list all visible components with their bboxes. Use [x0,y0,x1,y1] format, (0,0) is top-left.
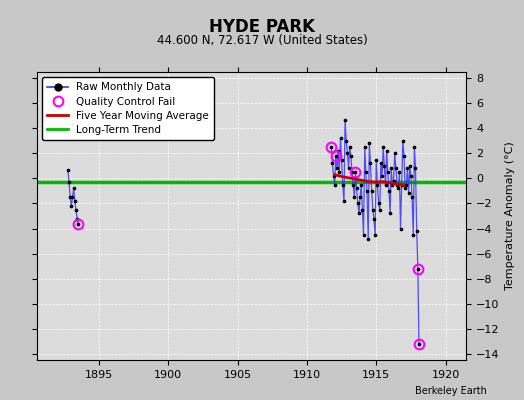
Point [349,182,357,188]
Point [384,169,392,175]
Text: Berkeley Earth: Berkeley Earth [416,386,487,396]
Point [345,144,354,150]
Point [354,200,362,207]
Point [413,265,422,272]
Point [380,163,388,169]
Point [390,150,399,156]
Point [388,182,397,188]
Point [377,160,385,167]
Point [357,182,365,188]
Point [371,232,379,238]
Point [407,173,415,179]
Point [385,188,393,194]
Point [383,148,391,154]
Point [410,144,419,150]
Point [412,228,421,234]
Point [359,232,368,238]
Point [356,194,364,200]
Point [402,182,410,188]
Point [408,194,416,200]
Point [401,185,409,192]
Point [399,138,407,144]
Point [72,206,80,213]
Point [415,340,423,347]
Point [373,182,381,188]
Point [409,232,418,238]
Point [393,182,401,188]
Point [364,235,373,242]
Point [367,188,376,194]
Point [328,160,336,167]
Point [386,210,395,217]
Point [350,194,358,200]
Point [375,200,383,207]
Text: 44.600 N, 72.617 W (United States): 44.600 N, 72.617 W (United States) [157,34,367,47]
Point [333,165,341,172]
Legend: Raw Monthly Data, Quality Control Fail, Five Year Moving Average, Long-Term Tren: Raw Monthly Data, Quality Control Fail, … [42,77,214,140]
Point [370,215,378,222]
Point [73,215,81,222]
Point [67,203,75,209]
Point [353,185,361,192]
Point [330,173,338,179]
Point [327,144,335,150]
Point [365,140,374,146]
Point [335,169,343,175]
Point [332,153,340,159]
Point [74,220,82,227]
Point [363,188,371,194]
Point [389,178,398,184]
Point [397,182,406,188]
Point [343,150,352,156]
Point [403,165,412,172]
Point [348,169,356,175]
Point [336,135,345,142]
Point [387,165,396,172]
Point [411,165,420,172]
Point [341,116,350,123]
Point [396,225,405,232]
Point [405,190,413,197]
Point [347,153,355,159]
Point [68,194,77,200]
Point [362,169,370,175]
Point [378,173,386,179]
Point [372,156,380,163]
Point [355,210,363,217]
Point [340,198,348,204]
Point [339,182,347,188]
Point [366,160,375,167]
Point [394,185,402,192]
Point [351,169,359,175]
Point [368,206,377,213]
Point [71,198,79,204]
Point [342,138,351,144]
Text: HYDE PARK: HYDE PARK [209,18,315,36]
Point [400,153,408,159]
Point [358,206,367,213]
Point [361,144,369,150]
Point [395,169,403,175]
Y-axis label: Temperature Anomaly (°C): Temperature Anomaly (°C) [505,142,515,290]
Point [379,144,387,150]
Point [64,166,72,173]
Point [334,148,342,154]
Point [337,156,346,163]
Point [392,165,400,172]
Point [70,185,78,192]
Point [406,163,414,169]
Point [331,182,339,188]
Point [65,179,73,185]
Point [344,165,353,172]
Point [381,182,390,188]
Point [66,194,74,200]
Point [376,206,384,213]
